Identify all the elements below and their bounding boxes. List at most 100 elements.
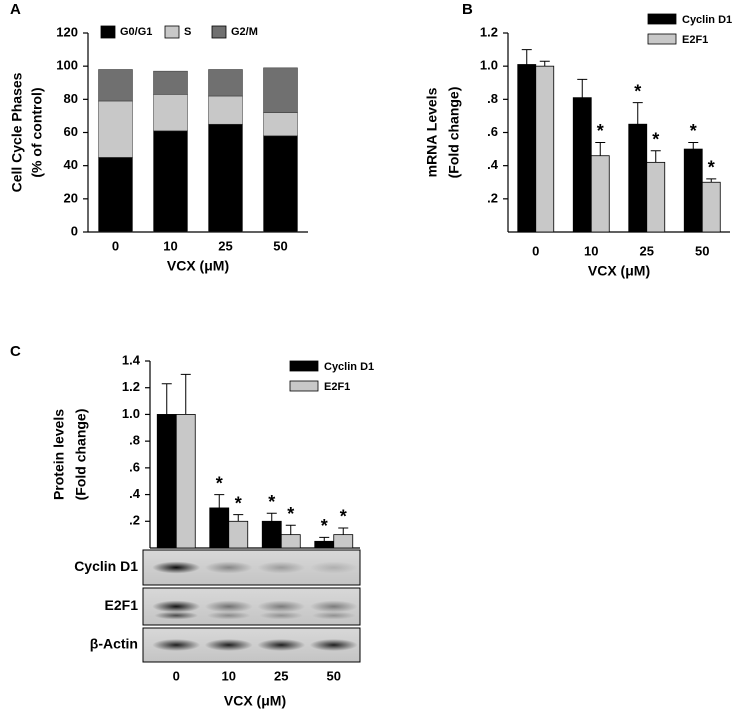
- bar-segment: [208, 95, 243, 125]
- y-axis-label: (Fold change): [73, 409, 89, 501]
- y-axis-label: Cell Cycle Phases: [9, 72, 25, 192]
- blot-band: [154, 611, 199, 620]
- significance-mark: *: [652, 129, 659, 149]
- x-axis-label: VCX (μM): [588, 263, 650, 279]
- y-tick-label: .8: [487, 91, 498, 106]
- legend-label: E2F1: [324, 381, 350, 393]
- legend-swatch: [164, 25, 180, 39]
- significance-mark: *: [597, 121, 604, 141]
- blot-band: [152, 639, 201, 651]
- bar-segment: [98, 157, 133, 233]
- y-tick-label: .6: [129, 459, 140, 474]
- y-axis-label: (Fold change): [446, 87, 462, 179]
- bar-segment: [263, 67, 298, 113]
- error-bar: [319, 536, 330, 542]
- y-tick-label: 120: [56, 24, 78, 39]
- significance-mark: *: [690, 121, 697, 141]
- bar: [280, 534, 301, 549]
- legend-swatch: [647, 13, 677, 25]
- bar-segment: [98, 100, 133, 158]
- error-bar: [338, 527, 349, 535]
- legend-swatch: [211, 25, 227, 39]
- x-tick-label: 10: [222, 668, 236, 683]
- x-tick-label: 25: [640, 243, 654, 258]
- bar-segment: [263, 135, 298, 233]
- x-tick-label: 50: [273, 238, 287, 253]
- x-tick-label: 50: [327, 668, 341, 683]
- blot-band: [257, 600, 306, 613]
- bar-segment: [208, 123, 243, 233]
- legend-label: S: [184, 26, 191, 38]
- x-tick-label: 25: [218, 238, 232, 253]
- y-tick-label: 20: [64, 190, 78, 205]
- legend-label: G2/M: [231, 26, 258, 38]
- bar: [261, 520, 282, 549]
- y-axis-label: (% of control): [29, 87, 45, 177]
- y-tick-label: .2: [129, 513, 140, 528]
- legend-swatch: [289, 360, 319, 372]
- bar: [314, 540, 335, 549]
- bar: [228, 520, 249, 549]
- bar-segment: [263, 112, 298, 137]
- significance-mark: *: [340, 507, 347, 527]
- bar-segment: [98, 69, 133, 102]
- legend-label: E2F1: [682, 34, 708, 46]
- bar: [683, 148, 703, 233]
- bar-segment: [153, 130, 188, 233]
- error-bar: [632, 102, 643, 125]
- error-bar: [161, 383, 172, 415]
- y-tick-label: .8: [129, 433, 140, 448]
- y-tick-label: 1.0: [122, 406, 140, 421]
- y-tick-label: .2: [487, 190, 498, 205]
- blot-label: E2F1: [105, 597, 139, 613]
- legend-label: G0/G1: [120, 26, 152, 38]
- error-bar: [688, 141, 699, 150]
- error-bar: [706, 178, 717, 183]
- blot-band: [257, 561, 306, 574]
- x-tick-label: 10: [584, 243, 598, 258]
- bar: [156, 414, 177, 549]
- blot-band: [204, 600, 253, 613]
- bar: [701, 181, 721, 233]
- blot-band: [309, 639, 358, 651]
- y-tick-label: 1.2: [122, 379, 140, 394]
- bar-segment: [153, 70, 188, 95]
- error-bar: [595, 141, 606, 156]
- bar: [535, 65, 555, 233]
- blot-band: [204, 561, 253, 574]
- error-bar: [266, 512, 277, 522]
- error-bar: [285, 524, 296, 535]
- blot-band: [206, 611, 251, 620]
- significance-mark: *: [268, 492, 275, 512]
- blot-label: Cyclin D1: [74, 558, 138, 574]
- blot-band: [309, 561, 358, 574]
- x-axis-label: VCX (μM): [167, 258, 229, 274]
- blot-band: [152, 600, 201, 613]
- error-bar: [214, 494, 225, 508]
- panel-label: C: [10, 343, 21, 360]
- bar-segment: [153, 94, 188, 132]
- significance-mark: *: [634, 81, 641, 101]
- error-bar: [650, 150, 661, 163]
- significance-mark: *: [287, 504, 294, 524]
- x-tick-label: 0: [532, 243, 539, 258]
- y-tick-label: 1.2: [480, 24, 498, 39]
- error-bar: [539, 60, 550, 67]
- y-tick-label: 100: [56, 58, 78, 73]
- blot-band: [311, 611, 356, 620]
- x-tick-label: 50: [695, 243, 709, 258]
- blot-band: [204, 639, 253, 651]
- bar: [209, 507, 230, 549]
- blot-band: [309, 600, 358, 613]
- legend-label: Cyclin D1: [682, 14, 732, 26]
- x-tick-label: 0: [112, 238, 119, 253]
- significance-mark: *: [708, 158, 715, 178]
- bar: [628, 123, 648, 233]
- x-tick-label: 25: [274, 668, 288, 683]
- x-axis-label: VCX (μM): [224, 693, 286, 709]
- x-tick-label: 10: [163, 238, 177, 253]
- error-bar: [233, 514, 244, 522]
- bar: [572, 97, 592, 233]
- y-tick-label: 80: [64, 91, 78, 106]
